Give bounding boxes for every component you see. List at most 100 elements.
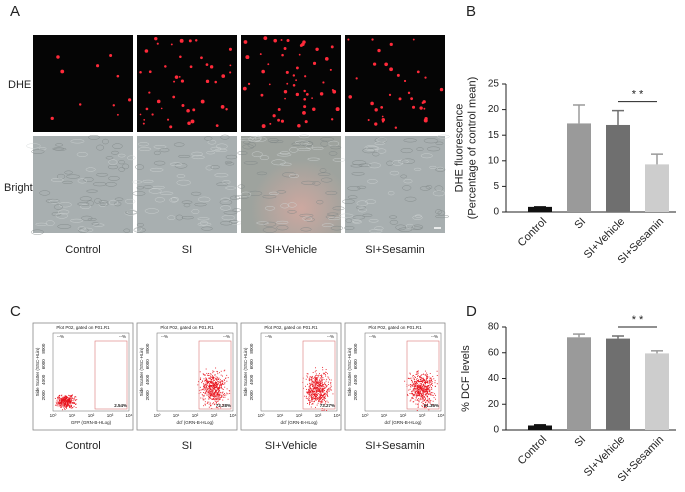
event-dot <box>214 374 216 376</box>
event-dot <box>213 393 215 395</box>
event-dot <box>417 391 419 393</box>
event-dot <box>217 391 219 393</box>
cell-texture <box>176 179 191 186</box>
event-dot <box>310 390 312 392</box>
cell-texture <box>197 217 210 221</box>
event-dot <box>59 399 61 401</box>
event-dot <box>324 386 326 388</box>
event-dot <box>408 384 410 386</box>
event-dot <box>319 397 321 399</box>
cell-texture <box>345 218 353 223</box>
cell-signal <box>297 124 301 128</box>
event-dot <box>323 410 325 411</box>
cell-texture <box>437 134 450 139</box>
event-dot <box>204 392 206 394</box>
event-dot <box>71 397 73 399</box>
cell-texture <box>220 134 230 140</box>
cell-signal <box>403 79 407 83</box>
cell-signal <box>116 113 119 116</box>
cell-signal <box>170 43 173 46</box>
event-dot <box>63 397 65 399</box>
event-dot <box>325 397 327 399</box>
event-dot <box>308 394 310 396</box>
event-dot <box>410 380 412 382</box>
cell-texture <box>262 194 277 199</box>
event-dot <box>211 390 213 392</box>
event-dot <box>311 382 313 384</box>
event-dot <box>209 385 211 387</box>
event-dot <box>58 401 60 403</box>
event-dot <box>422 384 424 386</box>
cell-texture <box>419 186 431 191</box>
event-dot <box>65 396 67 398</box>
event-dot <box>68 399 70 401</box>
event-dot <box>424 379 426 381</box>
quadrant-label: --% <box>369 334 376 339</box>
event-dot <box>424 397 426 398</box>
event-dot <box>309 386 311 388</box>
gate-percent: 73.28% <box>216 403 231 408</box>
event-dot <box>216 386 217 388</box>
cell-signal <box>281 53 284 57</box>
event-dot <box>429 390 431 392</box>
event-dot <box>215 384 217 386</box>
event-dot <box>424 407 426 409</box>
cell-signal <box>304 120 308 124</box>
event-dot <box>410 377 412 379</box>
event-dot <box>67 399 69 401</box>
row-label: Bright <box>4 182 33 194</box>
event-dot <box>311 391 313 393</box>
cell-texture <box>191 151 203 157</box>
event-dot <box>428 388 430 390</box>
cell-texture <box>58 209 70 215</box>
event-dot <box>71 397 73 399</box>
event-dot <box>423 388 425 390</box>
event-dot <box>314 371 316 373</box>
event-dot <box>57 396 59 398</box>
event-dot <box>421 396 423 398</box>
event-dot <box>214 391 216 393</box>
event-dot <box>432 403 434 405</box>
event-dot <box>321 378 323 380</box>
event-dot <box>431 382 433 384</box>
event-dot <box>212 390 214 392</box>
event-dot <box>215 376 217 378</box>
cell-texture <box>169 197 179 203</box>
event-dot <box>422 381 424 383</box>
cell-signal <box>331 88 334 92</box>
cell-texture <box>77 178 88 184</box>
event-dot <box>225 394 227 396</box>
event-dot <box>315 385 317 387</box>
event-dot <box>308 379 310 381</box>
event-dot <box>60 407 62 409</box>
cell-texture <box>210 165 220 170</box>
cell-texture <box>429 165 437 169</box>
flow-x-tick: 10⁰ <box>258 413 265 418</box>
cell-texture <box>108 176 120 181</box>
event-dot <box>209 373 211 375</box>
event-dot <box>68 398 70 400</box>
cell-signal <box>192 108 196 112</box>
event-dot <box>417 389 419 391</box>
event-dot <box>307 393 309 395</box>
event-dot <box>308 377 310 379</box>
cell-texture <box>368 219 379 223</box>
event-dot <box>66 407 68 409</box>
cell-texture <box>127 155 136 161</box>
event-dot <box>422 403 424 405</box>
cell-texture <box>159 147 170 153</box>
event-dot <box>215 390 217 392</box>
event-dot <box>69 400 71 402</box>
event-dot <box>217 378 219 380</box>
event-dot <box>213 398 215 399</box>
event-dot <box>316 391 318 393</box>
event-dot <box>315 394 317 396</box>
event-dot <box>308 392 310 394</box>
event-dot <box>215 384 217 386</box>
cell-signal <box>374 122 378 126</box>
event-dot <box>419 385 421 387</box>
event-dot <box>429 384 431 385</box>
flow-plot-frame <box>136 322 238 431</box>
event-dot <box>325 371 327 373</box>
event-dot <box>75 403 77 405</box>
